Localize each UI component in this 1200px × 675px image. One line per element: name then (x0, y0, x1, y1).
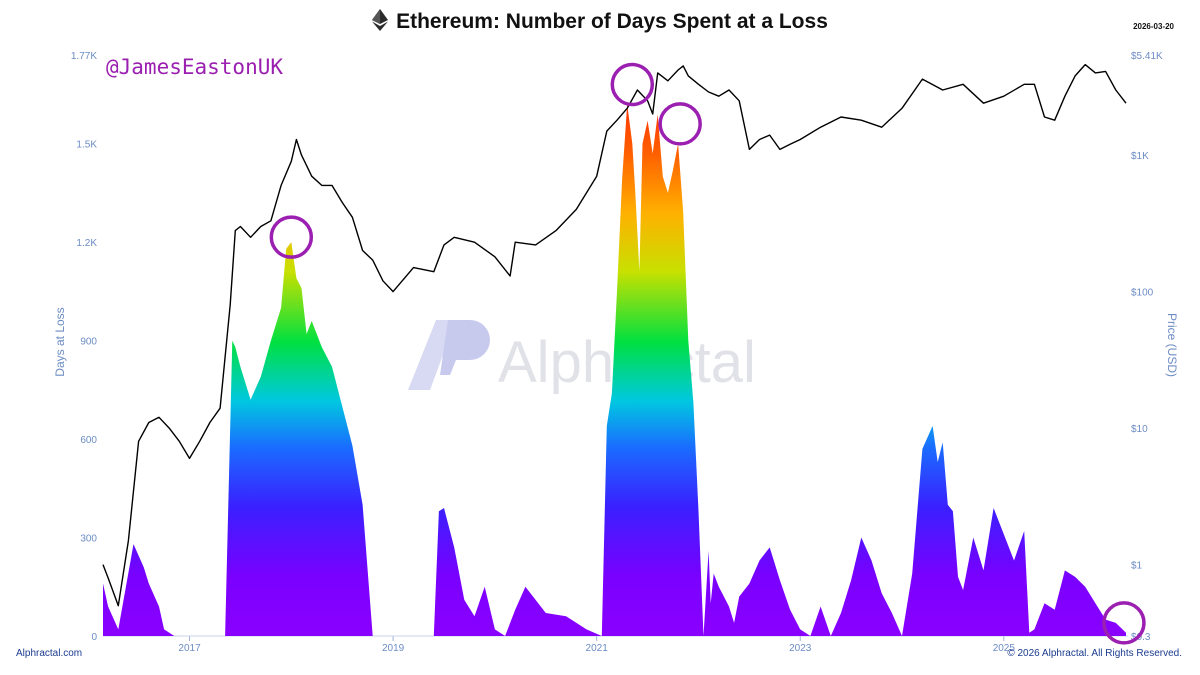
chart-date: 2026-03-20 (1133, 22, 1174, 31)
y-left-tick-label: 300 (80, 534, 97, 545)
x-tick-label: 2017 (178, 643, 201, 654)
y-left-tick-label: 600 (80, 435, 97, 446)
x-tick-label: 2019 (382, 643, 405, 654)
days-at-loss-area (103, 104, 1126, 636)
y-left-axis-label: Days at Loss (53, 307, 67, 376)
y-left-tick-label: 1.77K (71, 51, 97, 62)
highlight-circle (269, 215, 314, 259)
y-right-tick-label: $0.3 (1131, 632, 1151, 643)
y-right-tick-label: $1K (1131, 151, 1149, 162)
highlight-circle (1102, 601, 1146, 645)
x-tick-label: 2021 (586, 643, 609, 654)
highlight-circle (658, 102, 702, 146)
footer-source: Alphractal.com (16, 648, 83, 659)
y-right-tick-label: $100 (1131, 288, 1154, 299)
y-right-axis-label: Price (USD) (1165, 313, 1179, 377)
x-tick-label: 2023 (789, 643, 812, 654)
y-left-tick-label: 1.5K (76, 140, 97, 151)
chart-title: Ethereum: Number of Days Spent at a Loss (0, 9, 1200, 34)
chart-title-text: Ethereum: Number of Days Spent at a Loss (396, 10, 828, 33)
price-line (102, 63, 1127, 607)
footer-copyright: © 2026 Alphractal. All Rights Reserved. (1007, 648, 1182, 659)
x-tick-label: 2025 (993, 643, 1016, 654)
highlight-circle (610, 62, 655, 107)
y-left-tick-label: 1.2K (76, 238, 97, 249)
y-right-tick-label: $1 (1131, 561, 1143, 572)
y-right-tick-label: $10 (1131, 424, 1148, 435)
author-handle: @JamesEastonUK (106, 55, 284, 79)
ethereum-icon (372, 9, 389, 31)
y-left-tick-label: 900 (80, 337, 97, 348)
y-left-tick-label: 0 (91, 632, 97, 643)
alphractal-watermark: Alphractal (408, 320, 756, 395)
y-right-tick-label: $5.41K (1131, 51, 1163, 62)
